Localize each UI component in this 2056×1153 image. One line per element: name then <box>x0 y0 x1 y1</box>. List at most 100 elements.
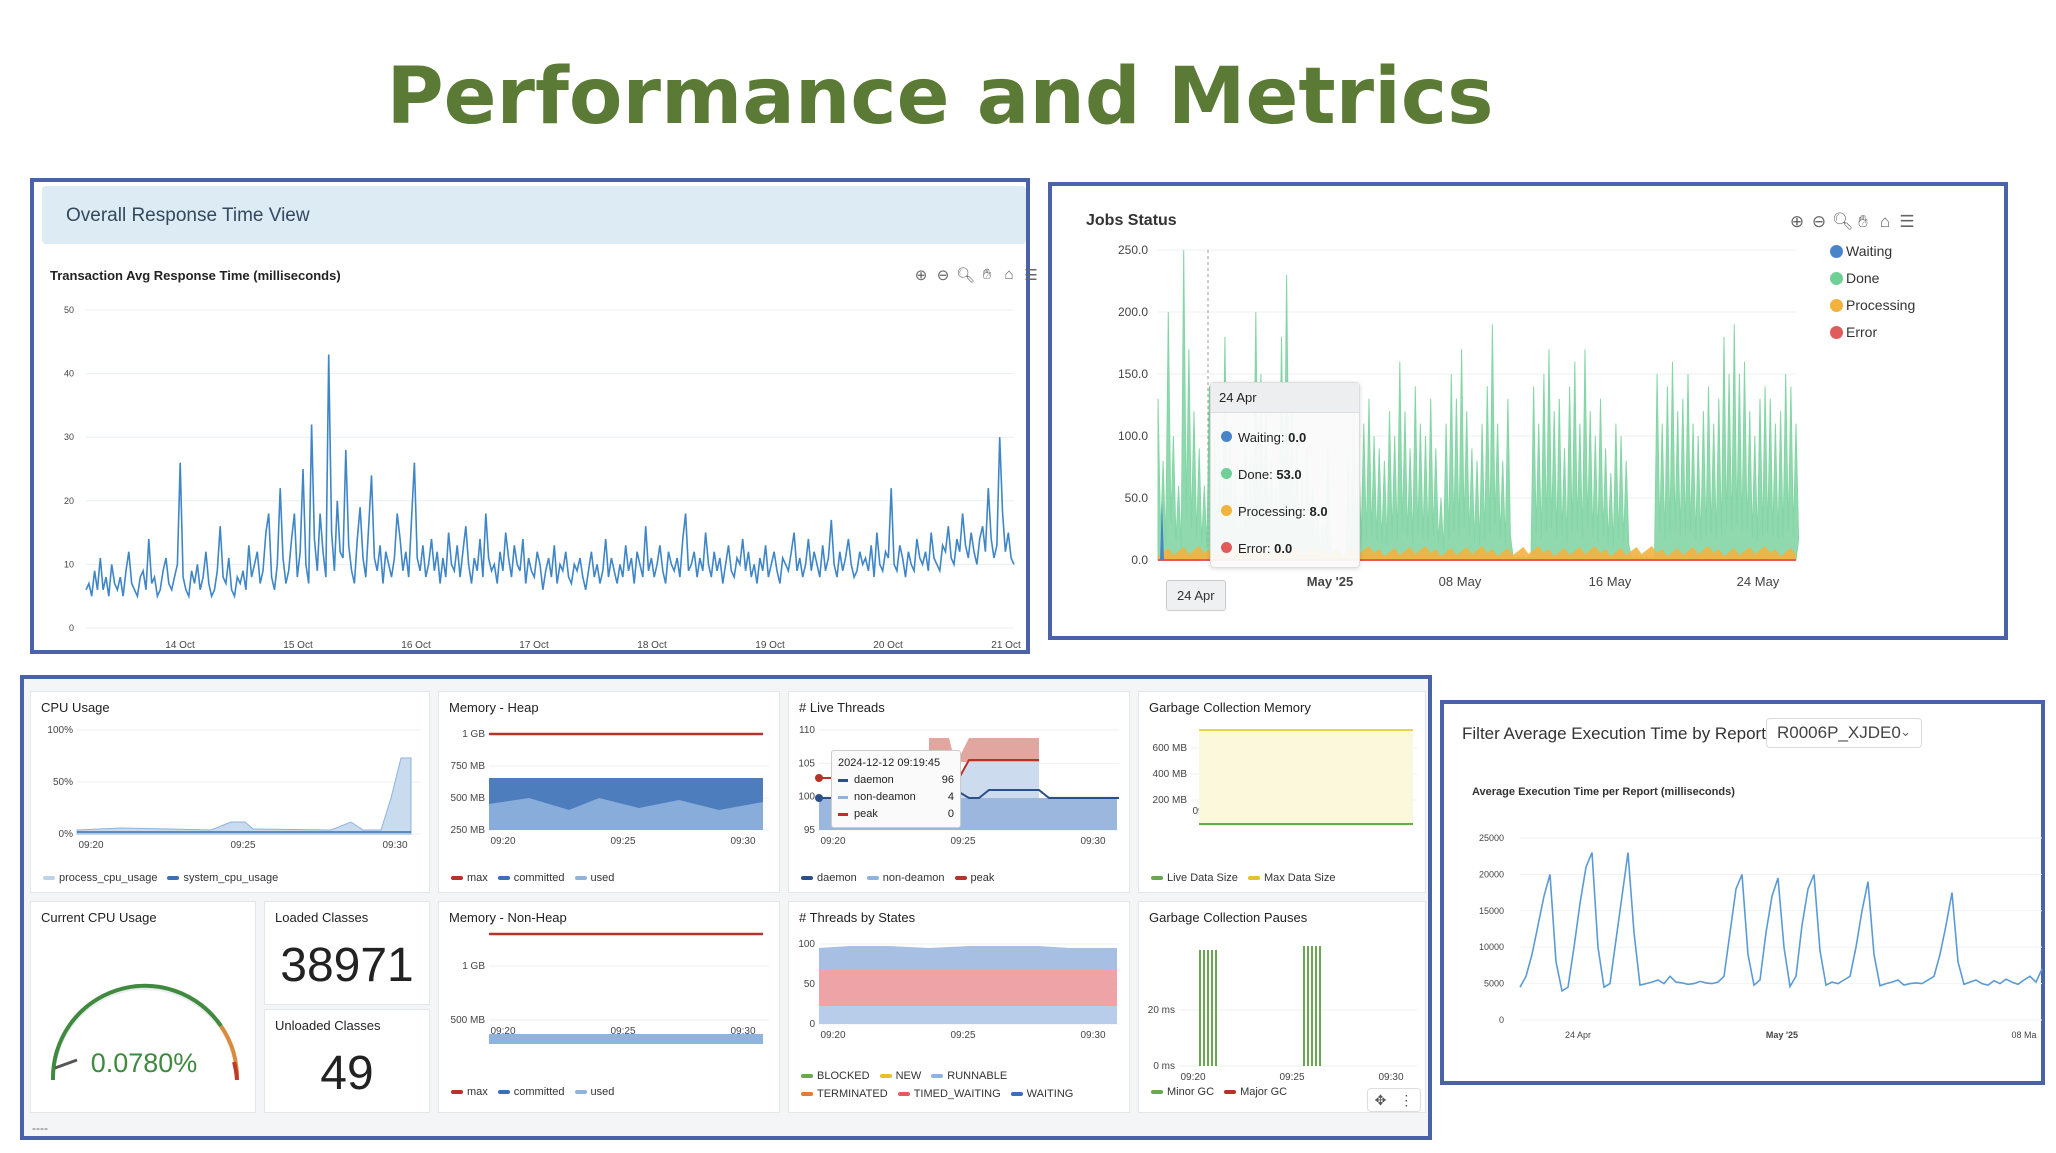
max-data-area <box>1199 730 1413 826</box>
response-time-series <box>85 354 1015 600</box>
menu-icon[interactable]: ☰ <box>1899 212 1915 231</box>
live-threads-legend: daemon non-deamon peak <box>801 872 994 884</box>
pan-icon[interactable]: ✋︎ <box>1858 212 1868 231</box>
legend-error[interactable]: Error <box>1830 319 1915 346</box>
x-tick-label: 14 Oct <box>165 640 195 648</box>
more-options-icon[interactable]: ⋮ <box>1399 1091 1414 1108</box>
x-tick-label: 20 Oct <box>873 640 903 648</box>
memory-heap-title: Memory - Heap <box>449 700 539 715</box>
y-tick-label: 10000 <box>1479 942 1504 952</box>
legend-new[interactable]: NEW <box>879 1070 921 1082</box>
y-tick-label: 5000 <box>1484 979 1504 989</box>
legend-daemon[interactable]: daemon <box>801 872 857 884</box>
y-tick-label: 250 MB <box>451 825 486 836</box>
unloaded-classes-title: Unloaded Classes <box>275 1018 381 1033</box>
tooltip-row-waiting: Waiting: 0.0 <box>1221 419 1349 456</box>
x-tick-label: 09:20 <box>820 1030 845 1041</box>
gc-pauses-title: Garbage Collection Pauses <box>1149 910 1308 925</box>
zoom-select-icon[interactable]: 🔍︎ <box>1832 212 1854 231</box>
legend-timed-waiting[interactable]: TIMED_WAITING <box>897 1088 1001 1100</box>
waiting-area <box>819 946 1117 970</box>
minor-gc-bar <box>1319 946 1321 1066</box>
tooltip-non-daemon: non-deamon 4 <box>838 789 954 806</box>
legend-terminated[interactable]: TERMINATED <box>801 1088 888 1100</box>
x-tick-label: 09:25 <box>610 1026 635 1037</box>
live-threads-panel: # Live Threads 110 105 100 95 09:20 09:25 09:3… <box>788 691 1130 893</box>
waiting-dot-icon <box>1221 431 1232 442</box>
zoom-select-icon[interactable]: 🔍︎ <box>956 267 976 284</box>
gc-memory-title: Garbage Collection Memory <box>1149 700 1311 715</box>
jobs-x-crosshair-label: 24 Apr <box>1166 580 1226 611</box>
zoom-in-icon[interactable]: ⊕ <box>914 267 928 284</box>
minor-gc-bar <box>1303 946 1305 1066</box>
memory-nonheap-panel: Memory - Non-Heap 1 GB 500 MB 09:20 09:25 09… <box>438 901 780 1113</box>
legend-major-gc[interactable]: Major GC <box>1224 1086 1287 1098</box>
y-tick-label: 0% <box>59 829 74 840</box>
y-tick-label: 15000 <box>1479 906 1504 916</box>
legend-process-cpu[interactable]: process_cpu_usage <box>43 872 157 884</box>
minor-gc-bar <box>1315 946 1317 1066</box>
x-tick-label: 09:30 <box>1378 1072 1403 1083</box>
legend-used[interactable]: used <box>574 872 614 884</box>
tooltip-peak: peak 0 <box>838 806 954 823</box>
minor-gc-bar <box>1215 950 1217 1066</box>
x-tick-label: 21 Oct <box>991 640 1021 648</box>
live-threads-title: # Live Threads <box>799 700 885 715</box>
pan-icon[interactable]: ✋︎ <box>982 266 992 283</box>
done-dot-icon <box>1830 272 1843 285</box>
x-tick-label: 09:30 <box>382 840 407 851</box>
error-dot-icon <box>1830 326 1843 339</box>
thread-states-legend-row2: TERMINATED TIMED_WAITING WAITING <box>801 1088 1073 1100</box>
y-tick-label: 100 <box>798 792 815 803</box>
legend-minor-gc[interactable]: Minor GC <box>1151 1086 1214 1098</box>
exec-time-frame: Filter Average Execution Time by Report … <box>1440 700 2045 1085</box>
y-tick-label: 50 <box>804 979 816 990</box>
y-tick-label: 20000 <box>1479 869 1504 879</box>
legend-live-data-size[interactable]: Live Data Size <box>1151 872 1238 884</box>
y-tick-label: 500 MB <box>451 1015 486 1026</box>
menu-icon[interactable]: ☰ <box>1024 267 1038 284</box>
x-tick-label: 16 May <box>1589 574 1632 589</box>
legend-committed[interactable]: committed <box>497 1086 565 1098</box>
memory-heap-legend: max committed used <box>451 872 614 884</box>
legend-processing[interactable]: Processing <box>1830 292 1915 319</box>
legend-runnable[interactable]: RUNNABLE <box>931 1070 1007 1082</box>
legend-done[interactable]: Done <box>1830 265 1915 292</box>
current-cpu-title: Current CPU Usage <box>41 910 157 925</box>
y-tick-label: 25000 <box>1479 833 1504 843</box>
home-icon[interactable]: ⌂ <box>1004 266 1014 283</box>
unloaded-classes-value: 49 <box>320 1047 374 1100</box>
move-icon[interactable]: ✥ <box>1374 1091 1387 1108</box>
legend-max[interactable]: max <box>451 872 488 884</box>
legend-blocked[interactable]: BLOCKED <box>801 1070 870 1082</box>
zoom-out-icon[interactable]: ⊖ <box>936 267 950 284</box>
loaded-classes-value: 38971 <box>280 939 414 992</box>
zoom-out-icon[interactable]: ⊖ <box>1811 212 1827 231</box>
y-tick-label: 0 <box>809 1019 815 1030</box>
legend-used[interactable]: used <box>574 1086 614 1098</box>
x-tick-label: 09:20 <box>820 836 845 847</box>
legend-non-daemon[interactable]: non-deamon <box>866 872 945 884</box>
peak-area <box>929 738 1039 762</box>
x-tick-label: 09:25 <box>950 836 975 847</box>
thread-states-title: # Threads by States <box>799 910 916 925</box>
y-tick-label: 600 MB <box>1153 743 1188 754</box>
report-select[interactable]: R0006P_XJDE0 ⌄ <box>1766 718 1922 748</box>
home-icon[interactable]: ⌂ <box>1879 212 1891 231</box>
legend-max-data-size[interactable]: Max Data Size <box>1247 872 1335 884</box>
y-tick-label: 200 MB <box>1153 795 1188 806</box>
x-tick-label: 09:20 <box>1180 1072 1205 1083</box>
gc-pauses-legend: Minor GC Major GC <box>1151 1086 1287 1098</box>
legend-peak[interactable]: peak <box>954 872 994 884</box>
x-tick-label: 17 Oct <box>519 640 549 648</box>
legend-waiting[interactable]: Waiting <box>1830 238 1915 265</box>
legend-committed[interactable]: committed <box>497 872 565 884</box>
y-tick-label: 100 <box>798 939 815 950</box>
gc-pauses-chart: 20 ms 0 ms 09:20 09:25 09:30 <box>1148 946 1417 1083</box>
zoom-in-icon[interactable]: ⊕ <box>1789 212 1805 231</box>
legend-waiting[interactable]: WAITING <box>1010 1088 1073 1100</box>
legend-system-cpu[interactable]: system_cpu_usage <box>167 872 278 884</box>
used-area <box>489 1034 763 1044</box>
tooltip-row-error: Error: 0.0 <box>1221 530 1349 567</box>
legend-max[interactable]: max <box>451 1086 488 1098</box>
